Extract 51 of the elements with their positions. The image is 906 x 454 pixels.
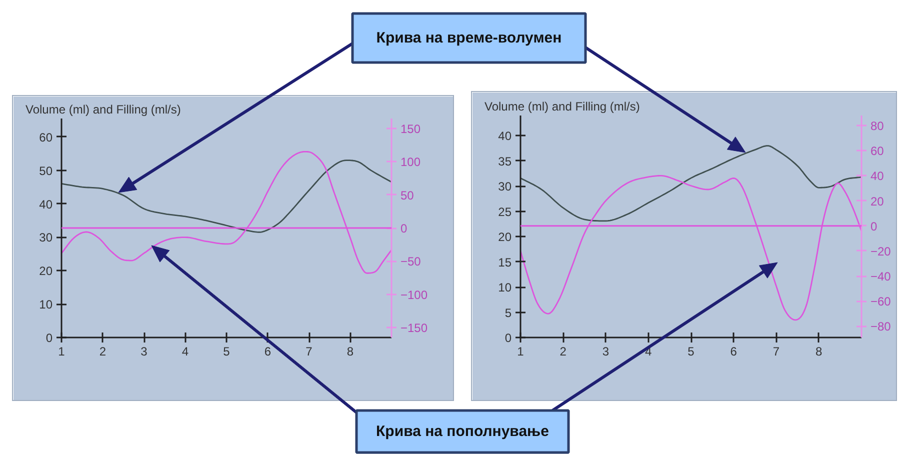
y2-tick-label: 0	[870, 219, 878, 234]
y-tick-label: 15	[498, 255, 512, 270]
y2-tick-label: 20	[870, 194, 884, 208]
x-tick-label: 3	[140, 344, 148, 358]
y2-tick-label: −40	[870, 270, 892, 284]
y-tick-label: 5	[504, 306, 512, 320]
x-tick-label: 6	[264, 344, 272, 358]
x-tick-label: 5	[688, 344, 695, 358]
y-tick-label: 10	[498, 280, 512, 295]
y2-tick-label: 50	[400, 188, 414, 202]
y2-tick-label: 60	[870, 144, 884, 158]
x-tick-label: 8	[346, 344, 354, 358]
y2-tick-label: 150	[400, 122, 421, 136]
chart-title: Volume (ml) and Filling (ml/s)	[26, 102, 181, 116]
y2-tick-label: 40	[870, 169, 884, 184]
y2-tick-label: 80	[870, 119, 884, 134]
y-tick-label: 0	[46, 331, 53, 345]
y-tick-label: 35	[498, 154, 512, 168]
x-tick-label: 7	[306, 344, 313, 358]
y2-tick-label: −20	[870, 244, 892, 258]
y2-tick-label: −80	[870, 320, 892, 334]
y-tick-label: 20	[498, 230, 512, 244]
x-tick-label: 1	[58, 344, 66, 358]
y-tick-label: 40	[498, 129, 512, 144]
y-tick-label: 30	[498, 180, 512, 194]
y2-tick-label: 0	[400, 222, 408, 236]
y2-tick-label: −60	[870, 294, 892, 309]
x-tick-label: 7	[772, 344, 780, 358]
y2-tick-label: 100	[400, 155, 421, 170]
y-tick-label: 40	[39, 197, 53, 212]
text: Крива на пополнување	[376, 423, 549, 440]
y2-tick-label: −150	[400, 321, 428, 336]
x-tick-label: 5	[223, 344, 230, 358]
chart-title: Volume (ml) and Filling (ml/s)	[484, 100, 640, 114]
y-tick-label: 25	[498, 204, 512, 219]
y-tick-label: 30	[39, 230, 53, 245]
y-tick-label: 10	[39, 298, 53, 312]
x-tick-label: 2	[560, 344, 567, 358]
y-tick-label: 0	[504, 331, 512, 345]
y2-tick-label: −100	[400, 288, 428, 302]
y-tick-label: 60	[39, 130, 53, 144]
x-tick-label: 1	[517, 344, 524, 358]
x-tick-label: 4	[182, 344, 189, 358]
y-tick-label: 20	[39, 264, 53, 278]
text: Крива на време-волумен	[376, 30, 562, 46]
x-tick-label: 6	[730, 344, 738, 358]
y-tick-label: 50	[39, 164, 53, 178]
x-tick-label: 2	[99, 344, 106, 358]
x-tick-label: 8	[816, 344, 823, 358]
x-tick-label: 3	[602, 344, 610, 358]
y2-tick-label: −50	[400, 254, 422, 269]
